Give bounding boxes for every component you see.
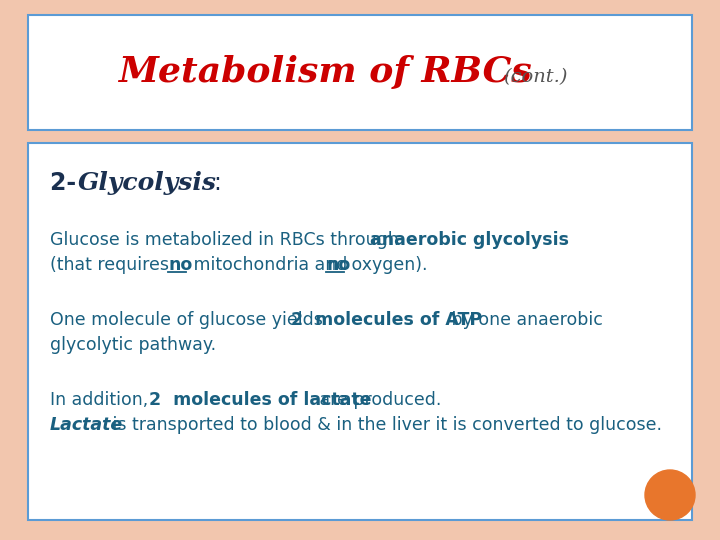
Text: (cont.): (cont.)	[503, 68, 567, 86]
Text: One molecule of glucose yields: One molecule of glucose yields	[50, 311, 328, 329]
Text: oxygen).: oxygen).	[346, 256, 428, 274]
Text: by one anaerobic: by one anaerobic	[446, 311, 603, 329]
Text: Metabolism of RBCs: Metabolism of RBCs	[118, 55, 532, 89]
Text: 2  molecules of lactate: 2 molecules of lactate	[149, 391, 372, 409]
Text: 2  molecules of ATP: 2 molecules of ATP	[291, 311, 482, 329]
Text: (that requires: (that requires	[50, 256, 174, 274]
Text: Glucose is metabolized in RBCs through: Glucose is metabolized in RBCs through	[50, 231, 404, 249]
Text: mitochondria and: mitochondria and	[188, 256, 353, 274]
Text: are produced.: are produced.	[314, 391, 441, 409]
FancyBboxPatch shape	[28, 143, 692, 520]
Text: anaerobic glycolysis: anaerobic glycolysis	[370, 231, 569, 249]
Text: 2-: 2-	[50, 171, 84, 195]
FancyBboxPatch shape	[28, 15, 692, 130]
Text: no: no	[168, 256, 192, 274]
Text: :: :	[213, 171, 221, 195]
Text: Lactate: Lactate	[50, 416, 123, 434]
Text: is transported to blood & in the liver it is converted to glucose.: is transported to blood & in the liver i…	[107, 416, 662, 434]
Text: Glycolysis: Glycolysis	[78, 171, 217, 195]
Text: no: no	[326, 256, 350, 274]
Text: glycolytic pathway.: glycolytic pathway.	[50, 336, 216, 354]
Text: In addition,: In addition,	[50, 391, 159, 409]
Circle shape	[645, 470, 695, 520]
